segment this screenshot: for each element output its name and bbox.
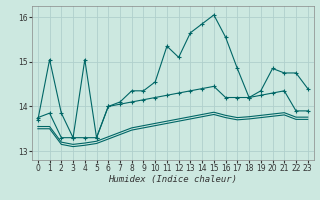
X-axis label: Humidex (Indice chaleur): Humidex (Indice chaleur): [108, 175, 237, 184]
